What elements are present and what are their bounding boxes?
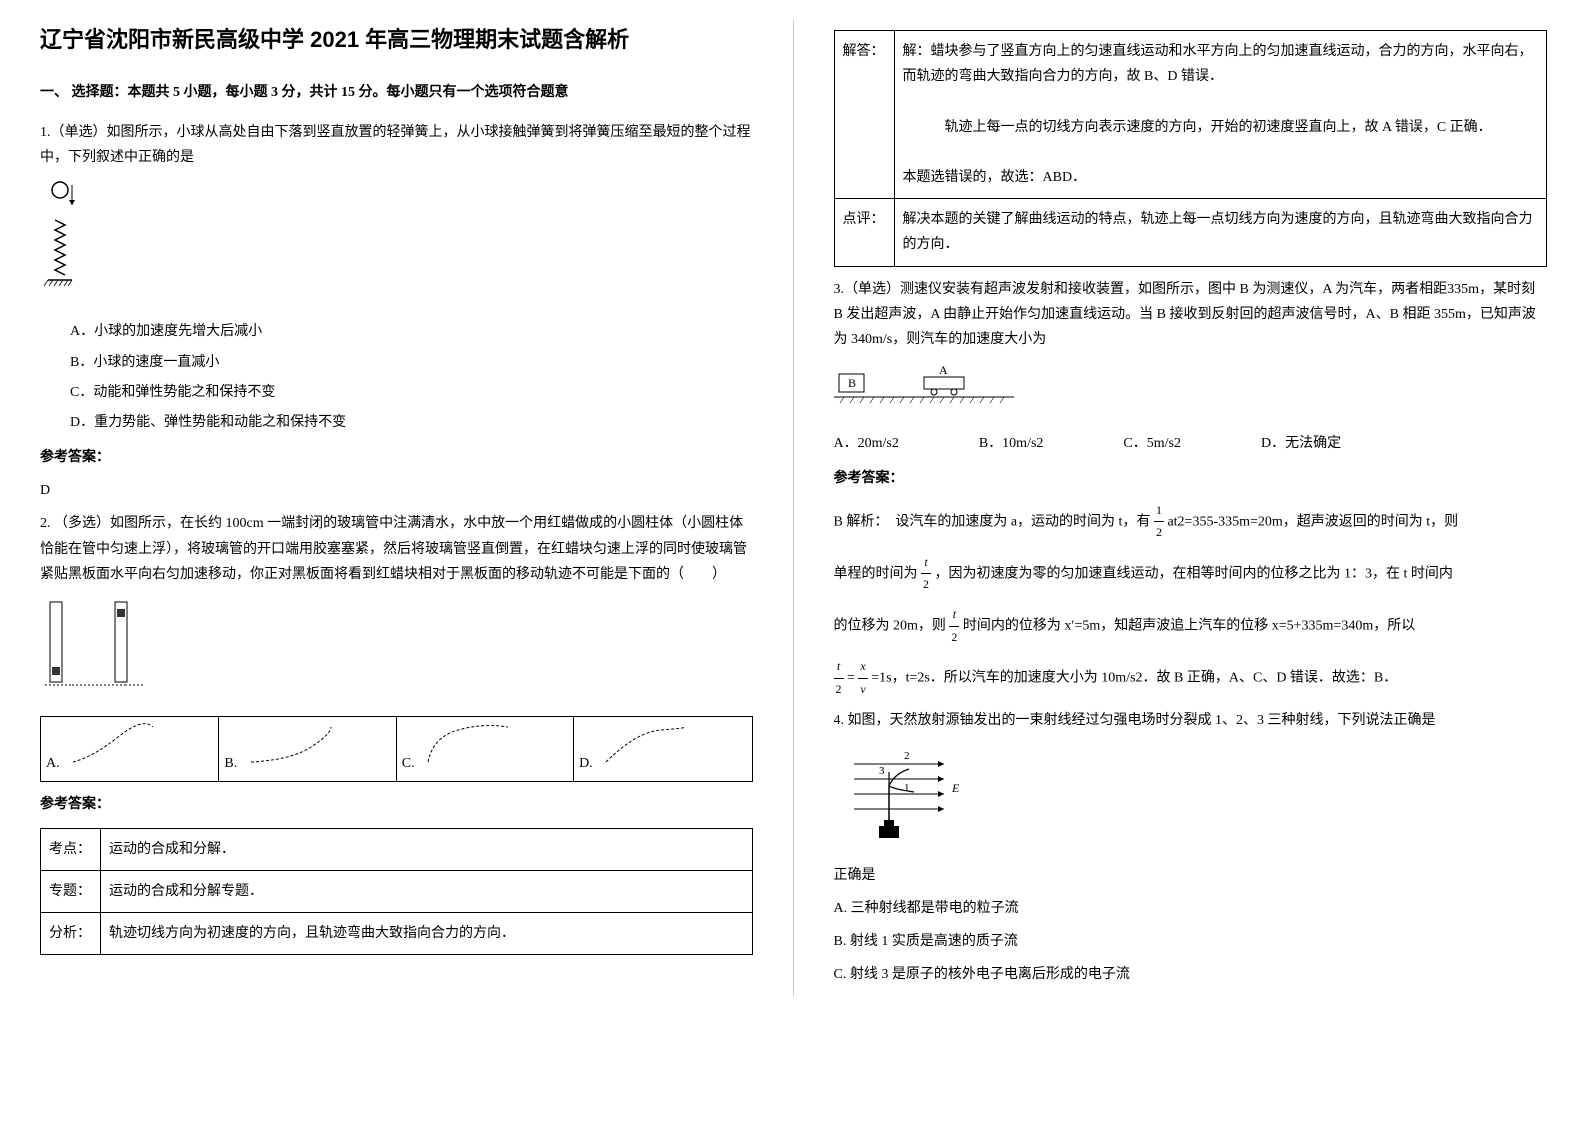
q4-optB: B. 射线 1 实质是高速的质子流	[834, 929, 1548, 954]
q4-correct-label: 正确是	[834, 863, 1548, 888]
q3-options: A．20m/s2 B．10m/s2 C．5m/s2 D．无法确定	[834, 431, 1548, 456]
svg-text:2: 2	[904, 750, 910, 762]
section1-header: 一、 选择题：本题共 5 小题，每小题 3 分，共计 15 分。每小题只有一个选…	[40, 80, 753, 105]
answer-label-3: 参考答案：	[834, 466, 1548, 491]
q4-figure: E 2 3 1	[834, 744, 1548, 853]
q2-figure	[40, 597, 753, 706]
q1-answer: D	[40, 478, 753, 503]
q4-stem: 4. 如图，天然放射源铀发出的一束射线经过匀强电场时分裂成 1、2、3 三种射线…	[834, 708, 1548, 733]
q2-cell-D: D.	[574, 717, 752, 782]
q2-cell-A: A.	[41, 717, 219, 782]
q3-sol-1: B 解析： 设汽车的加速度为 a，运动的时间为 t，有 12 at2=355-3…	[834, 500, 1548, 544]
q3-optC: C．5m/s2	[1123, 431, 1181, 456]
q3-stem: 3.（单选）测速仪安装有超声波发射和接收装置，如图所示，图中 B 为测速仪，A …	[834, 277, 1548, 353]
q1-options: A．小球的加速度先增大后减小 B．小球的速度一直减小 C．动能和弹性势能之和保持…	[70, 319, 753, 435]
q2-stem: 2. （多选）如图所示，在长约 100cm 一端封闭的玻璃管中注满清水，水中放一…	[40, 511, 753, 587]
q2-analysis-bottom: 考点：运动的合成和分解． 专题：运动的合成和分解专题． 分析：轨迹切线方向为初速…	[40, 828, 753, 956]
q4-optA: A. 三种射线都是带电的粒子流	[834, 896, 1548, 921]
q3-sol-2: 单程的时间为 t2 ，因为初速度为零的匀加速直线运动，在相等时间内的位移之比为 …	[834, 552, 1548, 596]
q3-sol-4: t2 = xv =1s，t=2s．所以汽车的加速度大小为 10m/s2．故 B …	[834, 656, 1548, 700]
q1-stem: 1.（单选）如图所示，小球从高处自由下落到竖直放置的轻弹簧上，从小球接触弹簧到将…	[40, 120, 753, 170]
q3-sol-3: 的位移为 20m，则 t2 时间内的位移为 x′=5m，知超声波追上汽车的位移 …	[834, 604, 1548, 648]
answer-label-1: 参考答案：	[40, 445, 753, 470]
svg-text:3: 3	[879, 765, 885, 777]
svg-text:E: E	[951, 781, 960, 795]
answer-label-2: 参考答案：	[40, 792, 753, 817]
q3-optD: D．无法确定	[1261, 431, 1341, 456]
q1-optA: A．小球的加速度先增大后减小	[70, 319, 753, 344]
q1-optC: C．动能和弹性势能之和保持不变	[70, 380, 753, 405]
svg-text:A: A	[939, 363, 948, 377]
q2-analysis-top: 解答：解：蜡块参与了竖直方向上的匀速直线运动和水平方向上的匀加速直线运动，合力的…	[834, 30, 1548, 267]
svg-text:B: B	[848, 376, 856, 390]
q3-figure: B A	[834, 362, 1548, 421]
q1-figure	[40, 180, 753, 309]
q3-optA: A．20m/s2	[834, 431, 899, 456]
page-title: 辽宁省沈阳市新民高级中学 2021 年高三物理期末试题含解析	[40, 20, 753, 60]
q2-cell-C: C.	[396, 717, 573, 782]
q3-optB: B．10m/s2	[979, 431, 1044, 456]
q2-option-table: A. B. C. D.	[40, 716, 753, 782]
q2-cell-B: B.	[219, 717, 396, 782]
q1-optD: D．重力势能、弹性势能和动能之和保持不变	[70, 410, 753, 435]
q1-optB: B．小球的速度一直减小	[70, 350, 753, 375]
q4-optC: C. 射线 3 是原子的核外电子电离后形成的电子流	[834, 962, 1548, 987]
svg-text:1: 1	[904, 782, 910, 794]
